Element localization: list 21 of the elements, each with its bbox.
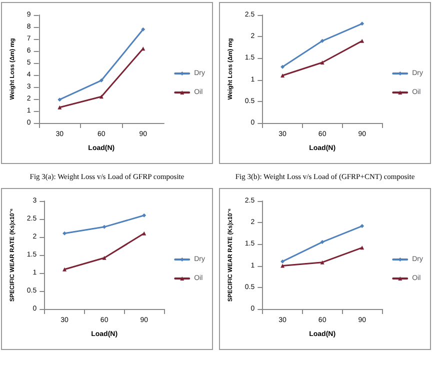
point [142,213,146,218]
point [62,231,67,236]
point [62,267,67,272]
point [99,78,104,82]
point [280,73,285,78]
point [142,231,146,236]
point [280,264,285,268]
point [141,27,146,32]
point [320,260,324,264]
point [102,256,106,260]
point [280,259,285,264]
point [58,98,62,102]
point [102,224,106,229]
point [360,22,364,26]
point [58,105,62,110]
point [320,38,324,43]
point [280,64,285,69]
point [360,38,364,43]
point [320,240,324,244]
point [360,224,364,228]
point [320,60,324,65]
